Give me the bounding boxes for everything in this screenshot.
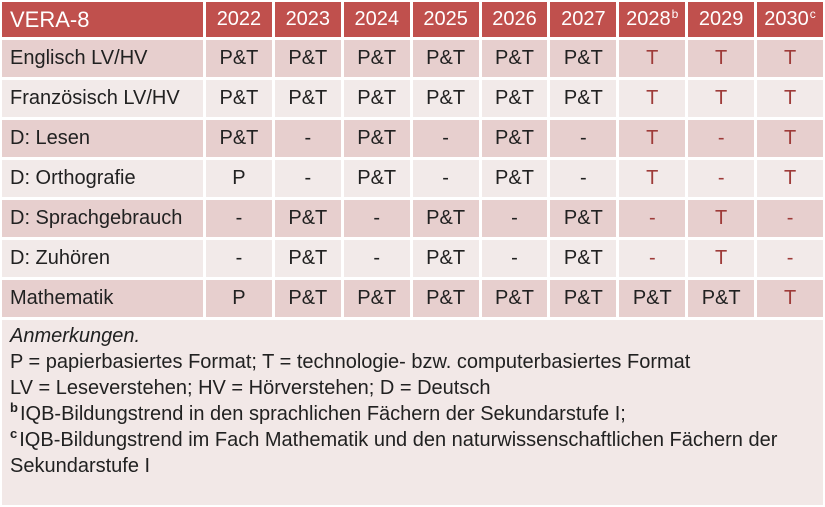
table-cell: T [757, 120, 823, 157]
table-cell: P [206, 280, 272, 317]
table-cell: - [481, 200, 548, 237]
table-cell: T [757, 80, 823, 117]
table-cell: - [412, 160, 479, 197]
footnote-marker: c [809, 6, 816, 21]
table-cell: P&T [343, 280, 410, 317]
table-cell: P&T [550, 280, 617, 317]
table-cell: P&T [206, 80, 272, 117]
table-cell: T [688, 240, 755, 277]
table-cell: - [619, 200, 686, 237]
table-cell: T [619, 160, 686, 197]
table-cell: T [688, 200, 755, 237]
row-label: Mathematik [2, 280, 203, 317]
table-cell: - [343, 240, 410, 277]
table-cell: T [757, 280, 823, 317]
year-column-header: 2027 [550, 2, 617, 37]
table-cell: T [688, 40, 755, 77]
year-column-header: 2030 c [757, 2, 823, 37]
table-cell: P&T [274, 240, 341, 277]
table-cell: P&T [274, 40, 341, 77]
row-label: D: Lesen [2, 120, 203, 157]
row-label: D: Orthografie [2, 160, 203, 197]
table-cell: P [206, 160, 272, 197]
table-cell: P&T [343, 40, 410, 77]
table-cell: P&T [412, 40, 479, 77]
row-label: D: Sprachgebrauch [2, 200, 203, 237]
year-column-header: 2023 [274, 2, 341, 37]
table-cell: - [274, 160, 341, 197]
table-cell: P&T [550, 80, 617, 117]
table-cell: T [757, 160, 823, 197]
table-cell: - [481, 240, 548, 277]
table-cell: P&T [550, 200, 617, 237]
table-cell: - [550, 160, 617, 197]
note-line: LV = Leseverstehen; HV = Hörverstehen; D… [10, 377, 491, 399]
footnote-marker: b [10, 400, 18, 416]
table-cell: - [619, 240, 686, 277]
row-label: D: Zuhören [2, 240, 203, 277]
table-cell: P&T [412, 280, 479, 317]
year-column-header: 2024 [343, 2, 410, 37]
table-cell: T [757, 40, 823, 77]
year-column-header: 2026 [481, 2, 548, 37]
footnote-marker: b [671, 6, 679, 21]
table-cell: P&T [343, 160, 410, 197]
table-cell: - [206, 240, 272, 277]
table-cell: - [757, 200, 823, 237]
vera-table: VERA-8 2022 2023 2024 2025 2026 2027 2028 b 2029… [2, 2, 823, 317]
table-cell: T [619, 80, 686, 117]
table-cell: P&T [412, 80, 479, 117]
table-cell: P&T [274, 280, 341, 317]
table-cell: - [206, 200, 272, 237]
table-cell: P&T [343, 80, 410, 117]
notes-heading: Anmerkungen. [10, 325, 141, 347]
table-cell: P&T [550, 40, 617, 77]
table-cell: P&T [619, 280, 686, 317]
table-cell: P&T [481, 160, 548, 197]
year-column-header: 2025 [412, 2, 479, 37]
table-cell: P&T [481, 280, 548, 317]
table-cell: P&T [481, 80, 548, 117]
table-cell: - [412, 120, 479, 157]
table-cell: P&T [206, 40, 272, 77]
table-cell: P&T [343, 120, 410, 157]
table-cell: P&T [274, 80, 341, 117]
table-cell: - [757, 240, 823, 277]
table-cell: - [343, 200, 410, 237]
row-label: Französisch LV/HV [2, 80, 203, 117]
note-line: b IQB-Bildungstrend in den sprachlichen F… [10, 400, 626, 425]
row-label: Englisch LV/HV [2, 40, 203, 77]
table-cell: - [688, 120, 755, 157]
year-column-header: 2028 b [619, 2, 686, 37]
footnote-marker: c [10, 426, 18, 442]
year-column-header: 2022 [206, 2, 272, 37]
table-cell: P&T [481, 40, 548, 77]
table-cell: T [619, 40, 686, 77]
table-cell: P&T [412, 200, 479, 237]
table-cell: P&T [412, 240, 479, 277]
table-title: VERA-8 [2, 2, 203, 37]
table-cell: P&T [206, 120, 272, 157]
table-cell: - [274, 120, 341, 157]
table-cell: T [688, 80, 755, 117]
table-cell: - [688, 160, 755, 197]
table-cell: T [619, 120, 686, 157]
table-cell: P&T [274, 200, 341, 237]
notes-block: Anmerkungen. P = papierbasiertes Format;… [2, 320, 823, 505]
table-cell: P&T [550, 240, 617, 277]
year-column-header: 2029 [688, 2, 755, 37]
note-line: P = papierbasiertes Format; T = technolo… [10, 351, 691, 373]
table-cell: - [550, 120, 617, 157]
table-cell: P&T [481, 120, 548, 157]
table-cell: P&T [688, 280, 755, 317]
note-line: c IQB-Bildungstrend im Fach Mathematik un… [10, 426, 778, 477]
